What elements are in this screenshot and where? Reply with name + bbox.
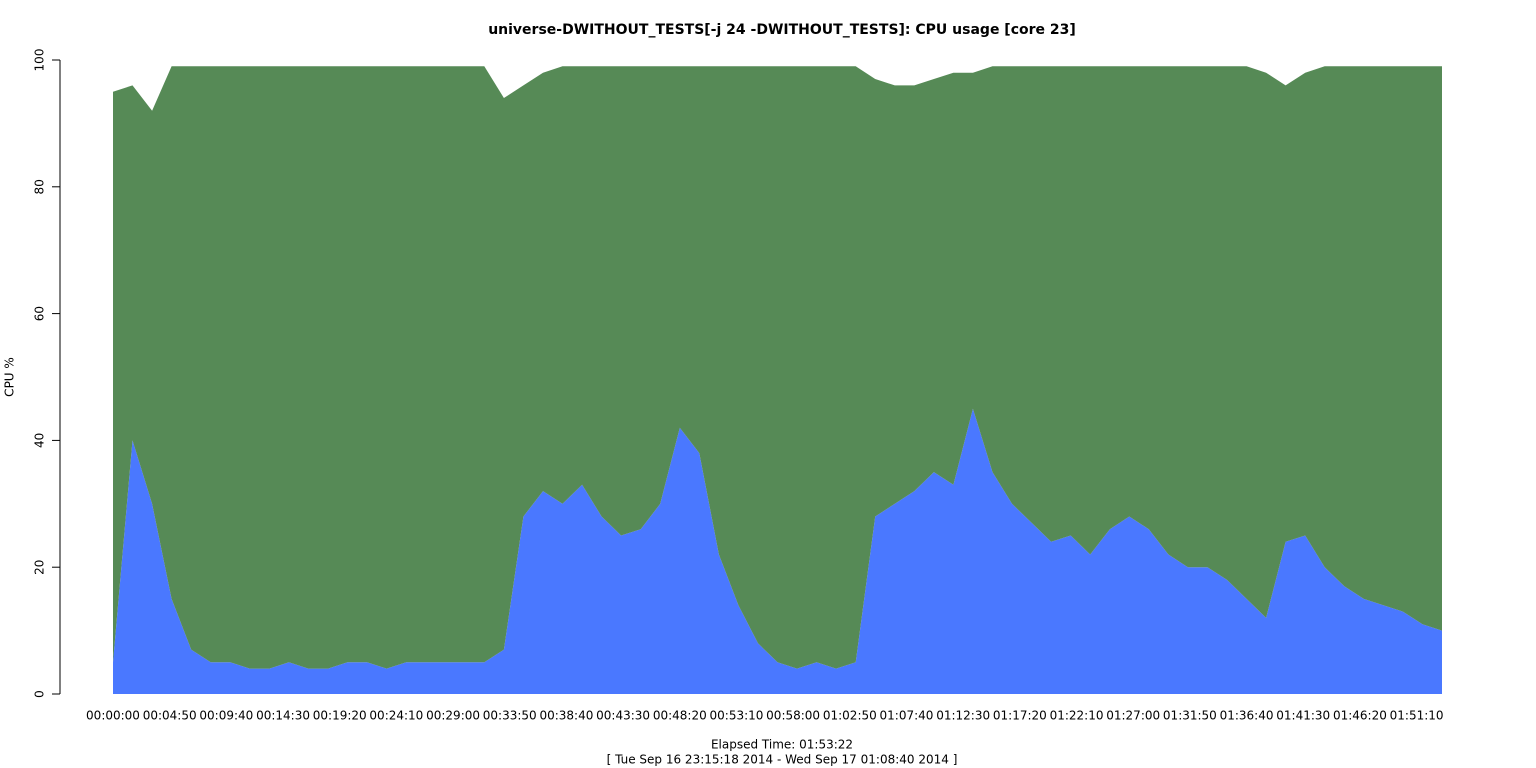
x-tick-label: 00:58:00	[766, 709, 820, 723]
x-tick-label: 01:22:10	[1050, 709, 1104, 723]
x-tick-label: 01:41:30	[1276, 709, 1330, 723]
x-tick-label: 00:19:20	[313, 709, 367, 723]
x-tick-label: 01:12:30	[936, 709, 990, 723]
y-axis-label: CPU %	[3, 357, 17, 397]
x-tick-label: 01:51:10	[1390, 709, 1444, 723]
y-tick-label: 100	[33, 49, 47, 72]
x-tick-label: 01:07:40	[880, 709, 934, 723]
x-tick-label: 01:46:20	[1333, 709, 1387, 723]
x-tick-label: 00:43:30	[596, 709, 650, 723]
x-tick-label: 01:17:20	[993, 709, 1047, 723]
x-tick-label: 00:04:50	[143, 709, 197, 723]
area	[113, 408, 1442, 694]
x-tick-label: 00:53:10	[710, 709, 764, 723]
chart-title: universe-DWITHOUT_TESTS[-j 24 -DWITHOUT_…	[488, 22, 1076, 38]
y-tick-label: 80	[33, 179, 47, 194]
x-tick-label: 00:29:00	[426, 709, 480, 723]
x-tick-label: 00:38:40	[539, 709, 593, 723]
x-tick-label: 00:24:10	[369, 709, 423, 723]
subtitle: [ Tue Sep 16 23:15:18 2014 - Wed Sep 17 …	[607, 753, 958, 767]
x-tick-label: 00:00:00	[86, 709, 140, 723]
x-tick-label: 01:31:50	[1163, 709, 1217, 723]
x-tick-label: 00:33:50	[483, 709, 537, 723]
y-tick-label: 20	[33, 560, 47, 575]
x-tick-label: 01:27:00	[1106, 709, 1160, 723]
x-tick-label: 00:48:20	[653, 709, 707, 723]
x-axis-label: Elapsed Time: 01:53:22	[711, 738, 853, 752]
x-tick-label: 00:09:40	[199, 709, 253, 723]
x-tick-label: 00:14:30	[256, 709, 310, 723]
x-tick-label: 01:02:50	[823, 709, 877, 723]
area	[113, 66, 1442, 669]
x-tick-label: 01:36:40	[1220, 709, 1274, 723]
y-tick-label: 0	[33, 690, 47, 698]
y-tick-label: 40	[33, 433, 47, 448]
y-tick-label: 60	[33, 306, 47, 321]
